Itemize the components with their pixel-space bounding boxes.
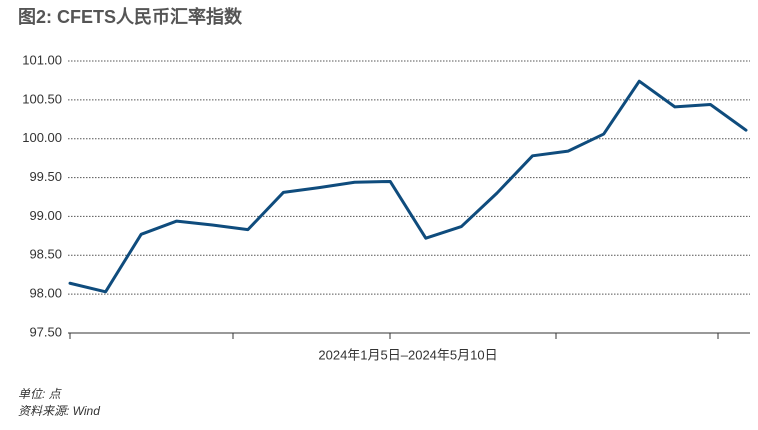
unit-note: 单位: 点 bbox=[18, 387, 63, 401]
y-tick-label: 99.50 bbox=[29, 169, 62, 184]
y-tick-label: 100.50 bbox=[22, 91, 62, 106]
chart-title: 图2: CFETS人民币汇率指数 bbox=[18, 6, 243, 27]
y-tick-label: 98.00 bbox=[29, 286, 62, 301]
y-tick-label: 98.50 bbox=[29, 247, 62, 262]
x-axis-ticks bbox=[69, 333, 719, 339]
y-tick-label: 101.00 bbox=[22, 52, 62, 67]
y-tick-label: 99.00 bbox=[29, 208, 62, 223]
x-axis-label: 2024年1月5日–2024年5月10日 bbox=[318, 347, 497, 362]
y-tick-label: 97.50 bbox=[29, 324, 62, 339]
y-tick-label: 100.00 bbox=[22, 130, 62, 145]
source-note: 资料来源: Wind bbox=[18, 404, 100, 418]
line-series bbox=[68, 79, 748, 294]
